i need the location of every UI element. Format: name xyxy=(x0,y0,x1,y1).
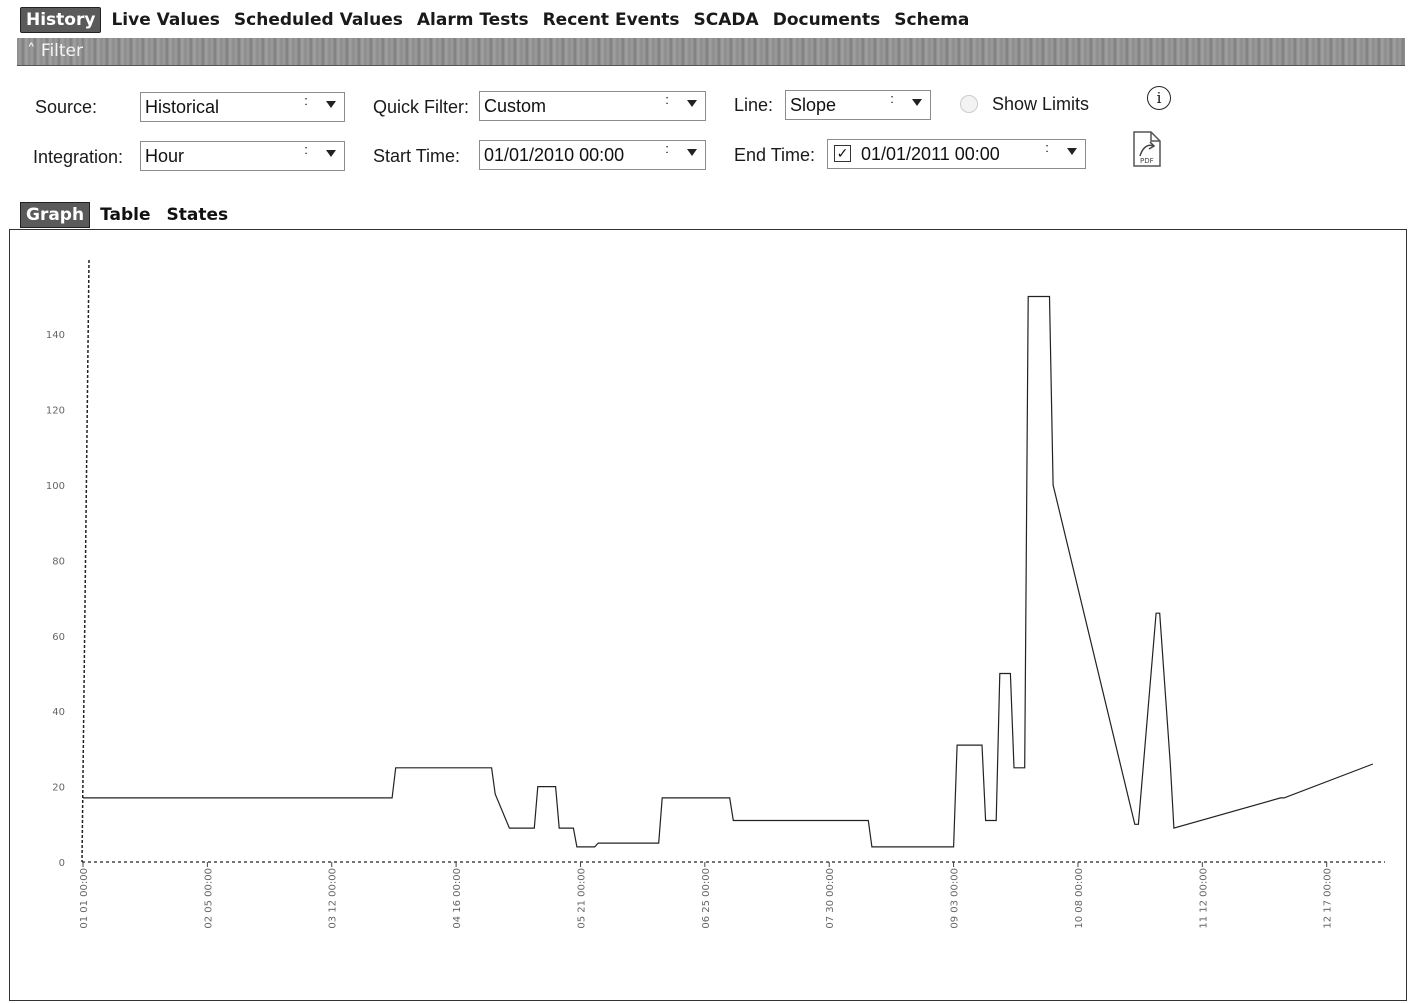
x-tick-label: 02 05 00:00 xyxy=(203,868,214,929)
chevron-down-icon[interactable] xyxy=(1067,148,1077,155)
integration-value: Hour xyxy=(145,146,185,166)
source-value: Historical xyxy=(145,97,220,117)
integration-select[interactable]: Hour : xyxy=(140,141,345,171)
y-tick-label: 0 xyxy=(59,858,65,869)
chevron-down-icon[interactable] xyxy=(326,101,336,108)
show-limits-radio[interactable] xyxy=(960,95,978,113)
export-icon[interactable]: PDF xyxy=(1131,130,1163,168)
collapse-chevron-icon: ˄ xyxy=(27,41,36,61)
svg-text:PDF: PDF xyxy=(1140,157,1154,165)
history-chart: 0 20 40 60 80 100 120 140 01 01 00:00 02 05 00:00… xyxy=(46,259,1385,929)
x-tick-label: 11 12 00:00 xyxy=(1198,868,1209,929)
tab-scheduled-values[interactable]: Scheduled Values xyxy=(233,10,403,30)
tab-live-values[interactable]: Live Values xyxy=(111,10,220,30)
line-select[interactable]: Slope : xyxy=(785,90,931,120)
x-tick-label: 06 25 00:00 xyxy=(701,868,712,929)
chevron-down-icon[interactable] xyxy=(326,150,336,157)
y-axis xyxy=(81,259,90,863)
line-label: Line: xyxy=(734,95,774,115)
x-tick-label: 01 01 00:00 xyxy=(79,868,90,929)
start-time-value: 01/01/2010 00:00 xyxy=(484,145,625,165)
x-tick-label: 04 16 00:00 xyxy=(452,868,463,929)
end-time-value: 01/01/2011 00:00 xyxy=(861,144,1000,164)
tab-documents[interactable]: Documents xyxy=(772,10,881,30)
integration-label: Integration: xyxy=(33,147,124,167)
end-time-field[interactable]: ✓ 01/01/2011 00:00 : xyxy=(827,139,1086,169)
show-limits-label: Show Limits xyxy=(992,94,1090,114)
quick-filter-label: Quick Filter: xyxy=(373,97,470,117)
tab-alarm-tests[interactable]: Alarm Tests xyxy=(416,10,529,30)
x-tick-label: 05 21 00:00 xyxy=(576,868,587,929)
x-tick-label: 12 17 00:00 xyxy=(1323,868,1334,929)
tab-recent-events[interactable]: Recent Events xyxy=(542,10,680,30)
quick-filter-select[interactable]: Custom : xyxy=(479,91,706,121)
x-tick-label: 07 30 00:00 xyxy=(825,868,836,929)
end-time-checkbox[interactable]: ✓ xyxy=(834,145,851,162)
y-tick-label: 100 xyxy=(46,481,65,492)
y-tick-label: 80 xyxy=(52,556,65,567)
x-tick-label: 10 08 00:00 xyxy=(1074,868,1085,929)
filter-bar[interactable]: ˄ Filter xyxy=(17,38,1405,66)
quick-filter-value: Custom xyxy=(484,96,547,116)
data-series-line xyxy=(83,295,1374,848)
start-time-label: Start Time: xyxy=(373,146,461,166)
tab-table[interactable]: Table xyxy=(100,205,151,225)
chevron-down-icon[interactable] xyxy=(912,99,922,106)
filter-toggle[interactable]: ˄ Filter xyxy=(27,41,83,61)
tab-schema[interactable]: Schema xyxy=(894,10,970,30)
y-tick-label: 40 xyxy=(52,707,65,718)
x-tick-label: 09 03 00:00 xyxy=(950,868,961,929)
spinner-icon[interactable]: : xyxy=(304,93,308,108)
main-tabs: History Live Values Scheduled Values Ala… xyxy=(20,5,983,35)
tab-states[interactable]: States xyxy=(166,205,229,225)
tab-scada[interactable]: SCADA xyxy=(693,10,759,30)
y-tick-label: 60 xyxy=(52,632,65,643)
tab-graph[interactable]: Graph xyxy=(20,202,91,228)
chevron-down-icon[interactable] xyxy=(687,149,697,156)
spinner-icon[interactable]: : xyxy=(665,141,669,156)
source-select[interactable]: Historical : xyxy=(140,92,345,122)
spinner-icon[interactable]: : xyxy=(1045,140,1049,155)
x-tick-label: 03 12 00:00 xyxy=(328,868,339,929)
line-value: Slope xyxy=(790,95,837,115)
view-tabs: Graph Table States xyxy=(20,202,244,228)
end-time-label: End Time: xyxy=(734,145,816,165)
spinner-icon[interactable]: : xyxy=(890,91,894,106)
chevron-down-icon[interactable] xyxy=(687,100,697,107)
spinner-icon[interactable]: : xyxy=(665,92,669,107)
spinner-icon[interactable]: : xyxy=(304,142,308,157)
start-time-field[interactable]: 01/01/2010 00:00 : xyxy=(479,140,706,170)
filter-title: Filter xyxy=(40,41,84,61)
source-label: Source: xyxy=(35,97,98,117)
y-tick-label: 120 xyxy=(46,406,65,417)
graph-panel: 0 20 40 60 80 100 120 140 01 01 00:00 02 05 00:00… xyxy=(9,229,1407,1001)
tab-history[interactable]: History xyxy=(20,7,102,33)
info-icon[interactable]: i xyxy=(1147,86,1171,110)
y-tick-label: 20 xyxy=(52,783,65,794)
y-tick-label: 140 xyxy=(46,330,65,341)
